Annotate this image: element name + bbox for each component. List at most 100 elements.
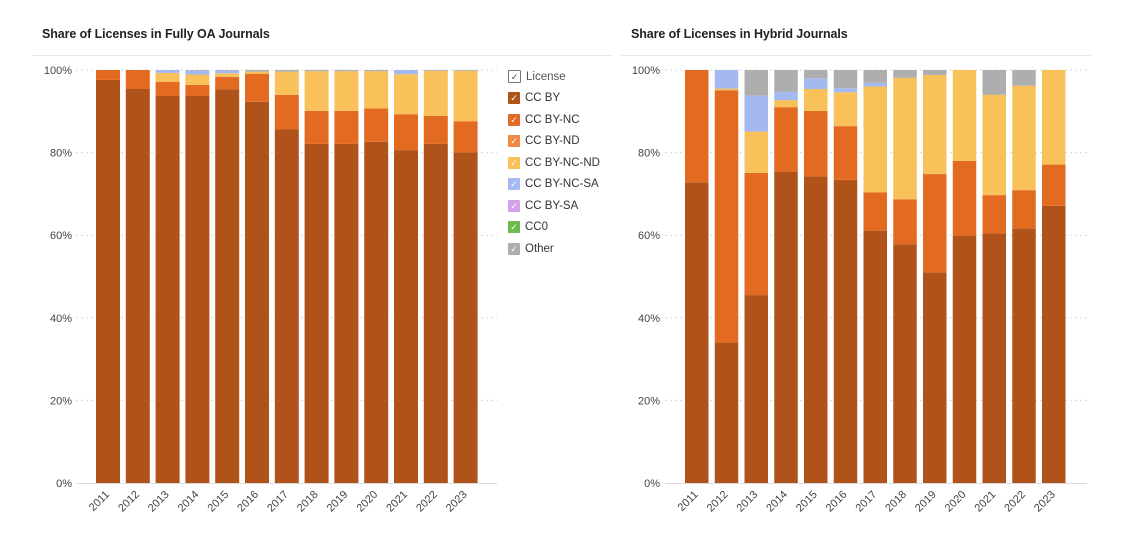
legend-item-cc-by-nc[interactable]: ✓ CC BY-NC xyxy=(508,109,600,131)
checkbox-checked-icon[interactable]: ✓ xyxy=(508,242,520,255)
bar-stack-2020[interactable] xyxy=(364,70,389,483)
bar-segment-other[interactable] xyxy=(334,70,359,72)
bar-segment-other[interactable] xyxy=(774,70,798,92)
bar-segment-cc-by-nc[interactable] xyxy=(1042,164,1066,206)
bar-segment-cc-by-nc-nd[interactable] xyxy=(714,88,739,91)
bar-segment-cc-by[interactable] xyxy=(125,88,150,484)
bar-segment-other[interactable] xyxy=(304,70,329,72)
bar-segment-cc-by-nc[interactable] xyxy=(774,107,798,172)
bar-segment-cc-by-nc[interactable] xyxy=(304,110,329,144)
bar-segment-other[interactable] xyxy=(245,70,269,72)
bar-segment-cc-by-nc-nd[interactable] xyxy=(1042,70,1066,165)
bar-segment-cc-by-nc-sa[interactable] xyxy=(185,70,210,75)
bar-segment-cc-by-nc-nd[interactable] xyxy=(774,100,798,108)
bar-segment-cc-by[interactable] xyxy=(155,96,180,484)
bar-stack-2020[interactable] xyxy=(952,70,977,483)
bar-stack-2022[interactable] xyxy=(1012,70,1036,483)
bar-segment-cc-by-nc-sa[interactable] xyxy=(804,78,828,89)
legend-item-cc-by-nc-nd[interactable]: ✓ CC BY-NC-ND xyxy=(508,152,600,174)
bar-segment-cc-by-nc[interactable] xyxy=(1012,190,1036,229)
bar-segment-other[interactable] xyxy=(982,70,1007,95)
checkbox-checked-icon[interactable]: ✓ xyxy=(508,199,520,212)
bar-segment-cc-by[interactable] xyxy=(863,230,888,483)
bar-stack-2019[interactable] xyxy=(923,70,947,483)
bar-segment-cc-by-nc-nd[interactable] xyxy=(453,70,478,122)
checkbox-checked-icon[interactable]: ✓ xyxy=(508,113,520,126)
bar-segment-cc-by-nc[interactable] xyxy=(982,195,1007,234)
bar-stack-2017[interactable] xyxy=(274,70,299,484)
bar-segment-cc-by-nc[interactable] xyxy=(125,70,150,89)
bar-segment-cc-by-nc-nd[interactable] xyxy=(215,73,240,78)
bar-segment-cc-by[interactable] xyxy=(982,233,1007,483)
bar-segment-cc-by-nc[interactable] xyxy=(923,174,947,273)
checkbox-icon[interactable]: ✓ xyxy=(508,70,521,84)
bar-stack-2017[interactable] xyxy=(863,70,888,483)
bar-segment-other[interactable] xyxy=(274,70,299,72)
checkbox-checked-icon[interactable]: ✓ xyxy=(508,221,520,234)
bar-stack-2023[interactable] xyxy=(453,70,478,483)
bar-segment-cc-by-nc-nd[interactable] xyxy=(364,71,389,109)
bar-stack-2018[interactable] xyxy=(304,70,329,483)
bar-segment-cc-by-nc-nd[interactable] xyxy=(804,88,828,111)
legend-item-cc0[interactable]: ✓ CC0 xyxy=(508,217,600,239)
bar-segment-cc-by-nc-nd[interactable] xyxy=(833,92,858,127)
bar-segment-cc-by-nc[interactable] xyxy=(893,199,917,245)
bar-segment-cc-by[interactable] xyxy=(952,235,977,483)
bar-segment-cc-by[interactable] xyxy=(96,79,120,484)
bar-segment-cc-by[interactable] xyxy=(714,342,739,483)
bar-segment-cc-by[interactable] xyxy=(334,143,359,483)
bar-stack-2015[interactable] xyxy=(804,70,828,483)
bar-stack-2012[interactable] xyxy=(714,70,739,483)
checkbox-checked-icon[interactable]: ✓ xyxy=(508,178,520,191)
bar-segment-cc-by[interactable] xyxy=(1042,205,1066,483)
bar-segment-other[interactable] xyxy=(423,70,448,71)
bar-stack-2019[interactable] xyxy=(334,70,359,483)
checkbox-checked-icon[interactable]: ✓ xyxy=(508,135,520,148)
bar-segment-cc-by-nc[interactable] xyxy=(334,110,359,144)
legend-item-other[interactable]: ✓ Other xyxy=(508,238,600,260)
bar-segment-cc-by-nc[interactable] xyxy=(155,81,180,97)
bar-stack-2011[interactable] xyxy=(96,70,120,484)
bar-segment-cc-by[interactable] xyxy=(185,96,210,484)
bar-segment-cc-by[interactable] xyxy=(893,244,917,483)
bar-segment-cc-by[interactable] xyxy=(453,152,478,483)
bar-segment-cc-by-nc-nd[interactable] xyxy=(304,71,329,111)
bar-stack-2015[interactable] xyxy=(215,70,240,483)
bar-segment-cc-by[interactable] xyxy=(394,150,418,483)
bar-segment-cc-by-nc-sa[interactable] xyxy=(394,70,418,75)
bar-segment-cc-by-nc[interactable] xyxy=(394,114,418,151)
bar-stack-2021[interactable] xyxy=(394,70,418,483)
legend-item-cc-by-nc-sa[interactable]: ✓ CC BY-NC-SA xyxy=(508,174,600,196)
bar-segment-cc-by-nc[interactable] xyxy=(952,160,977,236)
bar-stack-2013[interactable] xyxy=(744,70,769,483)
bar-segment-cc-by-nc-sa[interactable] xyxy=(155,70,180,73)
bar-segment-cc-by-nc-nd[interactable] xyxy=(334,71,359,111)
bar-segment-other[interactable] xyxy=(893,70,917,78)
bar-segment-other[interactable] xyxy=(833,70,858,89)
bar-segment-cc-by-nc-nd[interactable] xyxy=(1012,85,1036,191)
bar-segment-cc-by-nc-nd[interactable] xyxy=(923,74,947,175)
bar-segment-cc-by[interactable] xyxy=(923,272,947,483)
bar-segment-cc-by-nc[interactable] xyxy=(96,70,120,80)
bar-segment-other[interactable] xyxy=(453,70,478,71)
bar-segment-cc-by-nc[interactable] xyxy=(804,110,828,177)
bar-segment-cc-by-nc-nd[interactable] xyxy=(863,86,888,193)
bar-segment-cc-by-nc[interactable] xyxy=(714,90,739,343)
bar-segment-cc-by-nc-sa[interactable] xyxy=(774,91,798,101)
bar-segment-cc-by[interactable] xyxy=(833,179,858,483)
bar-segment-cc-by-nc[interactable] xyxy=(215,77,240,90)
bar-stack-2021[interactable] xyxy=(982,70,1007,483)
checkbox-checked-icon[interactable]: ✓ xyxy=(508,92,520,105)
bar-stack-2018[interactable] xyxy=(893,70,917,483)
bar-stack-2022[interactable] xyxy=(423,70,448,483)
legend-header-toggle[interactable]: ✓ License xyxy=(508,66,600,88)
bar-segment-cc-by-nc-sa[interactable] xyxy=(714,70,739,89)
bar-segment-cc-by-nc-sa[interactable] xyxy=(833,88,858,93)
bar-segment-other[interactable] xyxy=(364,70,389,72)
bar-segment-cc-by-nc-nd[interactable] xyxy=(274,71,299,95)
bar-segment-cc-by-nc-sa[interactable] xyxy=(215,70,240,74)
bar-segment-cc-by-nc-nd[interactable] xyxy=(185,74,210,85)
bar-segment-cc-by[interactable] xyxy=(364,141,389,483)
bar-segment-cc-by-nc-nd[interactable] xyxy=(952,70,977,161)
bar-segment-other[interactable] xyxy=(744,70,769,96)
